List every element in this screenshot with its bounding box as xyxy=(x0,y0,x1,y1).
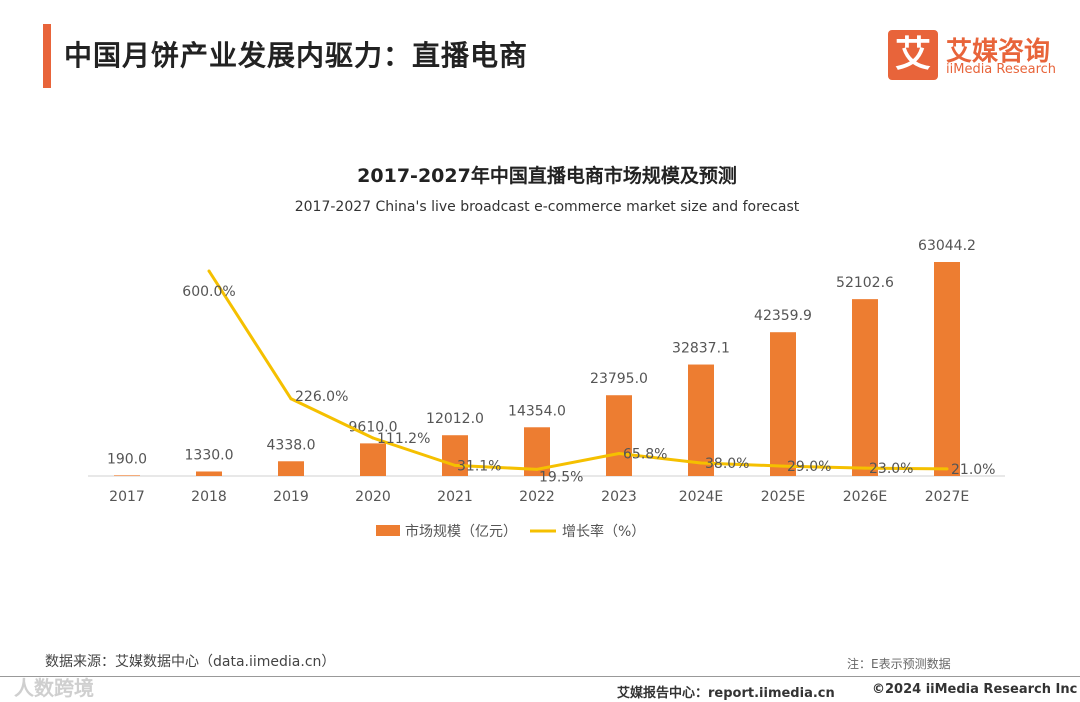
x-tick-label: 2027E xyxy=(925,489,969,505)
data-source: 数据来源：艾媒数据中心（data.iimedia.cn） xyxy=(45,654,336,670)
bar-value-label: 14354.0 xyxy=(508,403,566,419)
logo-chinese-name: 艾媒咨询 xyxy=(946,37,1051,67)
bar-value-label: 4338.0 xyxy=(267,437,316,453)
x-tick-label: 2023 xyxy=(601,489,637,505)
bar-value-label: 52102.6 xyxy=(836,275,894,291)
bar-value-label: 1330.0 xyxy=(185,447,234,463)
bar-value-label: 190.0 xyxy=(107,451,147,467)
bar-2018 xyxy=(196,471,222,476)
x-tick-label: 2021 xyxy=(437,489,473,505)
growth-value-label: 21.0% xyxy=(951,462,995,478)
copyright: ©2024 iiMedia Research Inc xyxy=(872,682,1078,697)
bar-value-label: 23795.0 xyxy=(590,371,648,387)
chart-title: 2017-2027年中国直播电商市场规模及预测 xyxy=(357,164,737,187)
growth-value-label: 23.0% xyxy=(869,461,913,477)
watermark: 人数跨境 xyxy=(14,676,94,700)
bar-2017 xyxy=(114,475,140,476)
bar-2026E xyxy=(852,299,878,476)
growth-rate-line xyxy=(207,270,948,471)
growth-point xyxy=(945,467,949,471)
x-tick-label: 2022 xyxy=(519,489,555,505)
x-tick-label: 2018 xyxy=(191,489,227,505)
growth-point xyxy=(535,467,539,471)
growth-value-label: 600.0% xyxy=(182,284,235,300)
chart-subtitle: 2017-2027 China's live broadcast e-comme… xyxy=(295,199,800,215)
growth-value-label: 226.0% xyxy=(295,389,348,405)
bar-value-label: 42359.9 xyxy=(754,308,812,324)
x-tick-label: 2020 xyxy=(355,489,391,505)
growth-point xyxy=(207,269,211,273)
x-tick-label: 2024E xyxy=(679,489,723,505)
bar-2023 xyxy=(606,395,632,476)
footer-divider xyxy=(0,676,1080,677)
x-tick-label: 2025E xyxy=(761,489,805,505)
bar-2025E xyxy=(770,332,796,476)
bar-2020 xyxy=(360,443,386,476)
x-tick-label: 2017 xyxy=(109,489,145,505)
growth-value-label: 38.0% xyxy=(705,456,749,472)
bar-2024E xyxy=(688,364,714,476)
iimedia-logo: 艾 艾媒咨询 iiMedia Research xyxy=(888,30,1068,80)
x-tick-label: 2026E xyxy=(843,489,887,505)
growth-point xyxy=(371,436,375,440)
x-tick-label: 2019 xyxy=(273,489,309,505)
bar-2027E xyxy=(934,262,960,476)
growth-point xyxy=(617,452,621,456)
bar-value-label: 32837.1 xyxy=(672,341,730,357)
bar-2019 xyxy=(278,461,304,476)
bar-2021 xyxy=(442,435,468,476)
logo-mark: 艾 xyxy=(888,30,938,80)
growth-point xyxy=(699,461,703,465)
bar-value-label: 63044.2 xyxy=(918,238,976,254)
growth-point xyxy=(289,397,293,401)
legend-line-label: 增长率（%） xyxy=(562,523,645,540)
growth-point xyxy=(863,466,867,470)
growth-value-label: 31.1% xyxy=(457,458,501,474)
logo-english-name: iiMedia Research xyxy=(946,62,1057,77)
page-title: 中国月饼产业发展内驱力：直播电商 xyxy=(64,39,529,72)
bar-value-label: 12012.0 xyxy=(426,411,484,427)
legend-bar-label: 市场规模（亿元） xyxy=(405,523,517,540)
legend-bar-swatch xyxy=(376,525,400,536)
growth-value-label: 29.0% xyxy=(787,459,831,475)
growth-point xyxy=(453,463,457,467)
growth-value-label: 111.2% xyxy=(377,431,430,447)
report-center-link[interactable]: 艾媒报告中心：report.iimedia.cn xyxy=(617,686,835,701)
forecast-note: 注：E表示预测数据 xyxy=(847,657,951,671)
growth-point xyxy=(781,464,785,468)
growth-value-label: 65.8% xyxy=(623,447,667,463)
title-accent-bar xyxy=(43,24,51,88)
growth-value-label: 19.5% xyxy=(539,469,583,485)
